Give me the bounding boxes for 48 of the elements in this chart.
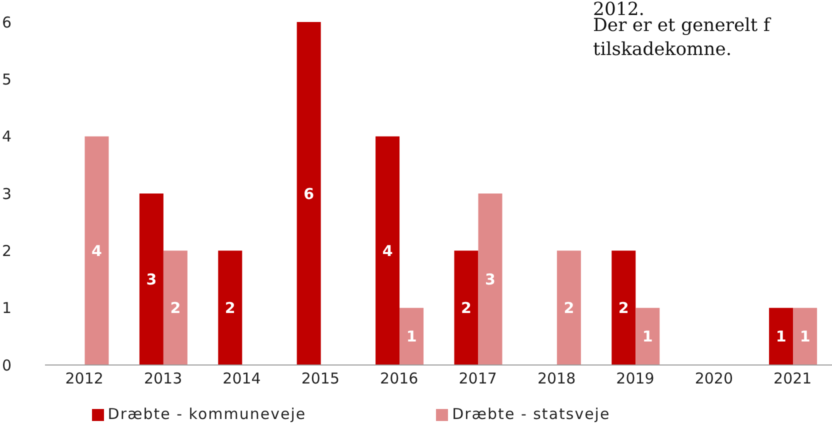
bar (163, 250, 188, 365)
bar (400, 308, 424, 365)
bar (218, 250, 242, 365)
bar (296, 22, 321, 365)
x-tick-label: 2015 (301, 370, 340, 388)
data-label: 6 (304, 184, 314, 203)
y-tick-label: 4 (2, 128, 12, 146)
y-tick-label: 6 (2, 13, 12, 32)
bar (478, 194, 502, 365)
data-label: 2 (224, 299, 236, 318)
x-tick-label: 2021 (774, 370, 812, 388)
bar (376, 136, 400, 365)
bar (769, 308, 794, 365)
x-tick-label: 2014 (222, 370, 261, 388)
bar (84, 136, 109, 365)
bar (636, 308, 660, 365)
bar (612, 250, 636, 365)
data-label: 1 (776, 328, 786, 346)
x-tick-label: 2017 (458, 370, 497, 388)
data-label: 3 (146, 270, 157, 289)
data-label: 2 (618, 299, 629, 318)
data-label: 4 (92, 242, 102, 260)
x-tick-label: 2013 (144, 370, 182, 388)
x-tick-label: 2020 (694, 370, 734, 388)
y-tick-label: 5 (2, 70, 12, 88)
data-label: 1 (406, 328, 417, 346)
x-tick-label: 2012 (65, 370, 104, 388)
y-tick-label: 3 (2, 184, 12, 203)
legend-label: Dræbte - kommuneveje (108, 405, 306, 423)
legend-label: Dræbte - statsveje (452, 405, 610, 423)
data-label: 2 (170, 299, 181, 318)
annotation: Der er et generelt f tilskadekomne. (593, 15, 770, 62)
x-tick-label: 2019 (616, 370, 654, 388)
data-label: 3 (485, 270, 496, 289)
bar (556, 250, 581, 365)
data-label: 2 (461, 299, 472, 318)
data-label: 1 (642, 328, 653, 346)
y-tick-label: 1 (2, 299, 12, 318)
data-label: 4 (382, 242, 393, 260)
data-label: 1 (800, 328, 810, 346)
y-tick-label: 2 (2, 242, 12, 260)
y-tick-label: 0 (2, 356, 12, 374)
data-label: 2 (564, 299, 574, 318)
x-tick-label: 2016 (380, 370, 418, 388)
bar (793, 308, 818, 365)
bar (139, 194, 164, 365)
bar (454, 250, 478, 365)
x-tick-label: 2018 (537, 370, 576, 388)
